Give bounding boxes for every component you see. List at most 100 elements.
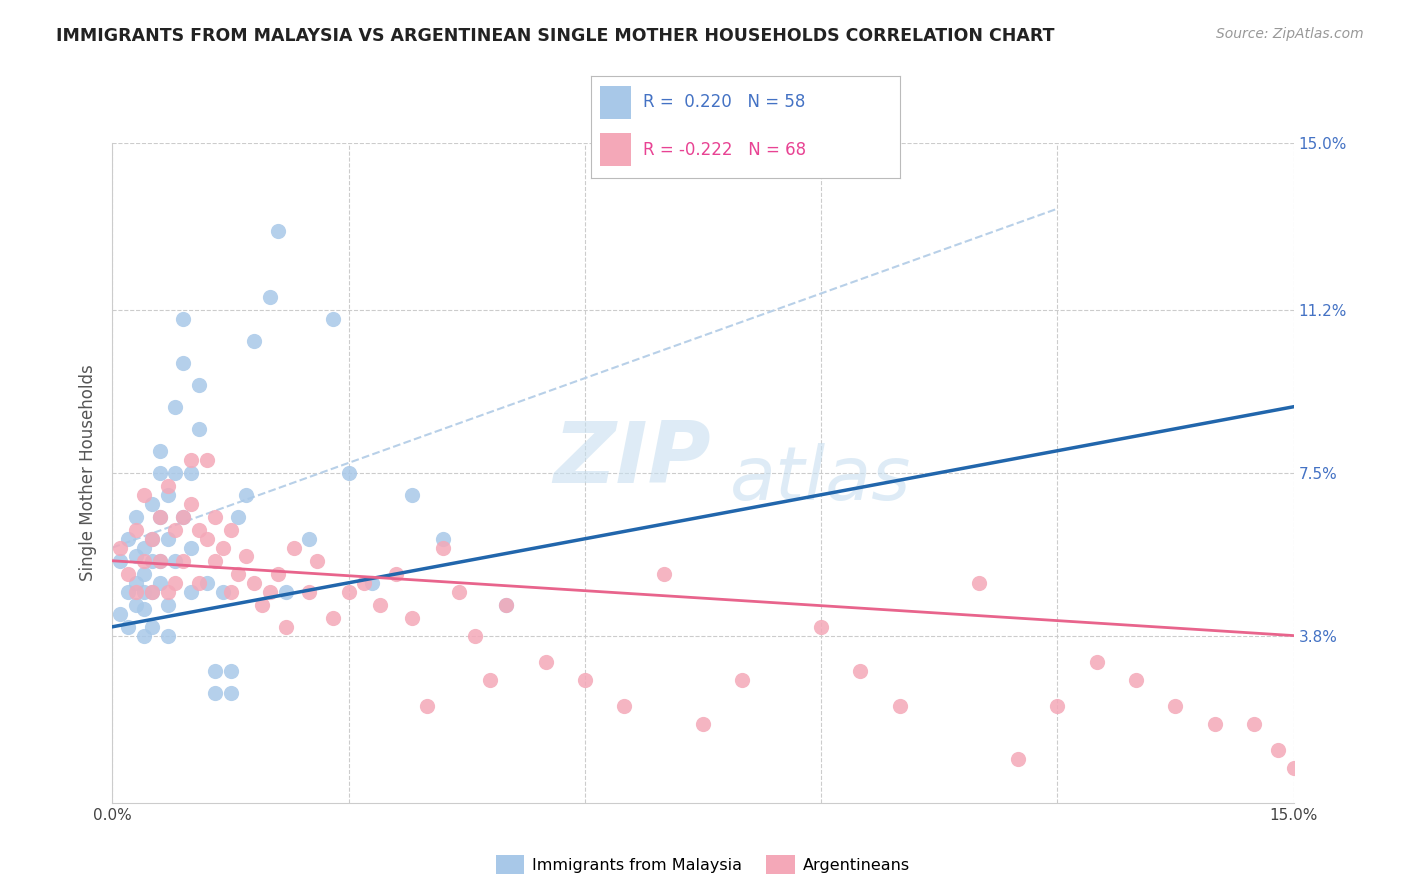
Point [125,523,148,537]
Y-axis label: Single Mother Households: Single Mother Households [79,365,97,581]
Point [125,584,148,599]
Point [125,575,148,590]
Point [165,523,187,537]
Text: Source: ZipAtlas.com: Source: ZipAtlas.com [1216,27,1364,41]
Point [141,620,163,634]
Point [117,620,139,634]
Bar [600,133,631,166]
Point [1125,673,1147,687]
Point [149,554,172,568]
Point [1282,761,1305,775]
Point [967,575,990,590]
Point [180,584,202,599]
Point [188,575,211,590]
Point [479,673,502,687]
Point [132,488,155,502]
Point [1243,716,1265,731]
Point [172,509,194,524]
Point [1007,752,1029,766]
Point [337,466,360,480]
Point [307,554,329,568]
Point [235,549,257,564]
Point [368,598,391,612]
Point [141,497,163,511]
Point [132,629,155,643]
Point [283,541,305,555]
Legend: Immigrants from Malaysia, Argentineans: Immigrants from Malaysia, Argentineans [489,848,917,880]
Point [432,541,454,555]
Point [447,584,470,599]
Point [322,611,344,625]
Point [810,620,832,634]
Point [156,532,179,546]
Point [1164,698,1187,713]
Point [259,290,281,304]
Point [149,509,172,524]
Point [110,541,132,555]
Point [149,443,172,458]
Point [188,377,211,392]
Point [652,566,675,581]
Text: R = -0.222   N = 68: R = -0.222 N = 68 [643,141,806,159]
Point [432,532,454,546]
Point [117,532,139,546]
Point [353,575,375,590]
Text: 0.0%: 0.0% [93,808,132,823]
Text: ZIP: ZIP [554,418,711,501]
Point [228,509,250,524]
Point [849,664,872,678]
Point [149,509,172,524]
Point [889,698,911,713]
Point [132,541,155,555]
Point [195,575,218,590]
Point [110,607,132,621]
Point [125,549,148,564]
Point [219,584,242,599]
Point [180,497,202,511]
Point [165,466,187,480]
Point [141,584,163,599]
Point [156,488,179,502]
Point [464,629,486,643]
Point [165,554,187,568]
Point [132,602,155,616]
Point [322,311,344,326]
Point [401,611,423,625]
Bar [600,87,631,119]
Point [204,664,226,678]
Point [235,488,257,502]
Point [219,686,242,700]
Point [243,334,266,348]
Point [337,584,360,599]
Point [172,554,194,568]
Point [156,629,179,643]
Point [188,422,211,436]
Point [180,541,202,555]
Point [385,566,408,581]
Point [495,598,517,612]
Point [204,686,226,700]
Point [1267,743,1289,757]
Point [156,598,179,612]
Point [267,566,290,581]
Point [204,554,226,568]
Point [401,488,423,502]
Point [117,566,139,581]
Point [149,554,172,568]
Point [361,575,384,590]
Point [692,716,714,731]
Point [110,554,132,568]
Point [1085,655,1108,669]
Point [228,566,250,581]
Point [298,584,321,599]
Point [165,400,187,414]
Point [172,311,194,326]
Point [219,523,242,537]
Point [259,584,281,599]
Point [141,584,163,599]
Point [172,509,194,524]
Point [141,532,163,546]
Point [188,523,211,537]
Point [298,532,321,546]
Point [219,664,242,678]
